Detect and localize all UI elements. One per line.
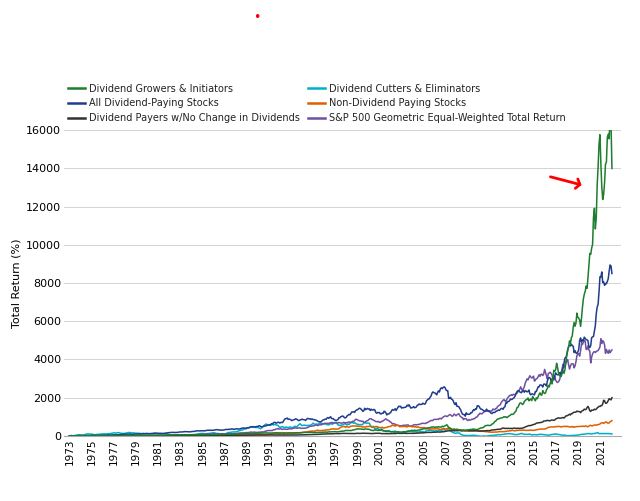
Y-axis label: Total Return (%): Total Return (%)	[12, 238, 22, 328]
Text: •: •	[253, 11, 260, 24]
Legend: Dividend Growers & Initiators, All Dividend-Paying Stocks, Dividend Payers w/No : Dividend Growers & Initiators, All Divid…	[64, 80, 570, 127]
